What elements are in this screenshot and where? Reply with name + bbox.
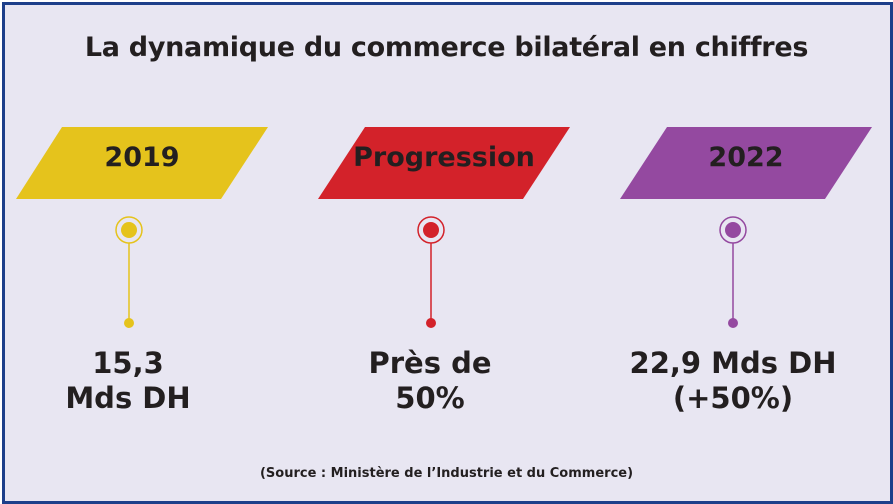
label-progression: Progression <box>353 142 535 173</box>
end-dot-2022 <box>728 318 738 328</box>
value-2022: 22,9 Mds DH (+50%) <box>583 346 883 416</box>
column-2022-graphic <box>620 127 872 328</box>
value-progression-line2: 50% <box>395 381 465 415</box>
value-2019: 15,3 Mds DH <box>0 346 278 416</box>
column-2019-graphic <box>16 127 268 328</box>
banner-2022 <box>620 127 872 199</box>
value-2022-line2: (+50%) <box>672 381 794 415</box>
value-2019-line1: 15,3 <box>92 346 164 380</box>
banner-progression <box>318 127 570 199</box>
label-2022: 2022 <box>708 142 784 173</box>
value-2019-line2: Mds DH <box>65 381 191 415</box>
marker-dot-2019 <box>121 222 137 238</box>
column-progression-graphic <box>318 127 570 328</box>
marker-dot-2022 <box>725 222 741 238</box>
marker-dot-progression <box>423 222 439 238</box>
infographic-title: La dynamique du commerce bilatéral en ch… <box>84 32 809 63</box>
value-2022-line1: 22,9 Mds DH <box>629 346 837 380</box>
banner-2019 <box>16 127 268 199</box>
label-2019: 2019 <box>104 142 180 173</box>
end-dot-progression <box>426 318 436 328</box>
value-progression: Près de 50% <box>280 346 580 416</box>
value-progression-line1: Près de <box>368 346 492 380</box>
source-note: (Source : Ministère de l’Industrie et du… <box>259 466 634 481</box>
end-dot-2019 <box>124 318 134 328</box>
